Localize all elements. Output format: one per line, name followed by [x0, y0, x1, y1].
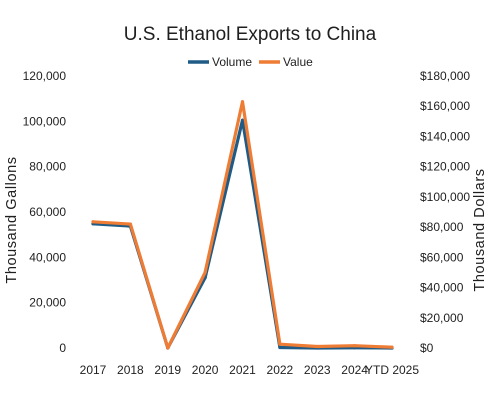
legend-label-volume: Volume [212, 55, 252, 69]
chart-title: U.S. Ethanol Exports to China [124, 24, 377, 45]
data-point-value [166, 346, 170, 350]
series-line-value [91, 100, 394, 350]
y-tick-right-label: $180,000 [420, 69, 470, 83]
x-tick-label: 2019 [154, 363, 181, 377]
y-tick-right-label: $40,000 [420, 281, 464, 295]
x-tick-label: 2024 [341, 363, 368, 377]
data-point-value [240, 100, 245, 104]
data-point-value [390, 345, 394, 349]
data-point-value [315, 344, 319, 349]
data-point-value [91, 220, 95, 224]
y-axis-left-label: Thousand Gallons [4, 156, 20, 283]
y-tick-left-label: 120,000 [23, 69, 67, 83]
x-tick-label: 2017 [80, 363, 107, 377]
series-layer [91, 100, 394, 350]
y-tick-left-label: 20,000 [29, 296, 66, 310]
data-point-value [203, 270, 207, 274]
y-tick-left-label: 60,000 [29, 205, 66, 219]
data-point-volume [240, 118, 245, 122]
y-tick-left-label: 100,000 [23, 114, 67, 128]
y-tick-right-label: $160,000 [420, 99, 470, 113]
y-tick-left-label: 80,000 [29, 160, 66, 174]
y-tick-right-label: $20,000 [420, 311, 464, 325]
y-axis-left-ticks: 0 20,000 40,000 60,000 80,000 100,000 120,000 [23, 69, 67, 355]
y-tick-right-label: $0 [420, 341, 434, 355]
y-tick-right-label: $60,000 [420, 250, 464, 264]
data-point-volume [278, 345, 282, 350]
y-tick-right-label: $140,000 [420, 129, 470, 143]
x-tick-label: 2018 [117, 363, 144, 377]
y-axis-right-label: Thousand Dollars [472, 168, 488, 291]
series-line-volume [91, 118, 394, 350]
x-tick-label: 2023 [304, 363, 331, 377]
y-tick-right-label: $100,000 [420, 190, 470, 204]
x-tick-label: 2021 [229, 363, 256, 377]
legend: Volume Value [188, 55, 313, 69]
y-tick-left-label: 40,000 [29, 250, 66, 264]
x-tick-label: YTD 2025 [365, 363, 419, 377]
x-tick-label: 2022 [267, 363, 294, 377]
y-tick-left-label: 0 [59, 341, 66, 355]
x-tick-label: 2020 [192, 363, 219, 377]
y-axis-right-ticks: $0 $20,000 $40,000 $60,000 $80,000 $100,000 $1… [420, 69, 470, 355]
data-point-value [128, 222, 132, 226]
data-point-value [353, 344, 357, 348]
y-tick-right-label: $80,000 [420, 220, 464, 234]
y-tick-right-label: $120,000 [420, 160, 470, 174]
legend-label-value: Value [283, 55, 313, 69]
data-point-value [278, 342, 282, 346]
